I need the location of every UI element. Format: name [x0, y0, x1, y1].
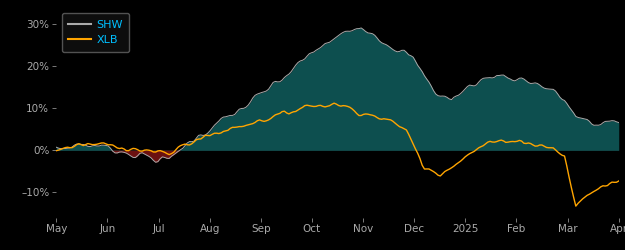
- Legend: SHW, XLB: SHW, XLB: [62, 13, 129, 52]
